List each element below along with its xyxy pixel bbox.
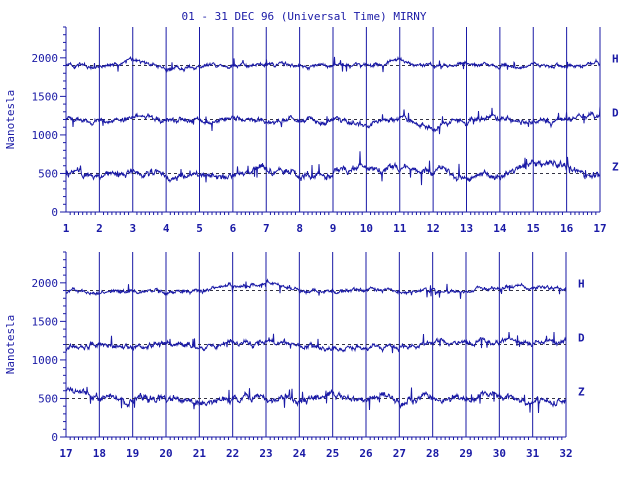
x-tick-label: 17 (593, 222, 606, 235)
x-tick-label: 27 (393, 447, 406, 460)
x-tick-label: 18 (93, 447, 106, 460)
x-tick-label: 5 (196, 222, 203, 235)
x-tick-label: 20 (159, 447, 172, 460)
x-tick-label: 8 (296, 222, 303, 235)
x-tick-label: 15 (527, 222, 540, 235)
x-tick-label: 7 (263, 222, 270, 235)
y-tick-label: 1000 (32, 129, 59, 142)
x-tick-label: 17 (59, 447, 72, 460)
x-tick-label: 30 (493, 447, 506, 460)
x-tick-label: 3 (129, 222, 136, 235)
x-tick-label: 6 (230, 222, 237, 235)
x-tick-label: 2 (96, 222, 103, 235)
x-tick-label: 25 (326, 447, 339, 460)
x-tick-label: 12 (427, 222, 440, 235)
y-tick-label: 0 (51, 431, 58, 444)
series-label-d: D (612, 107, 619, 120)
series-trace-d (65, 331, 567, 354)
x-tick-label: 21 (193, 447, 207, 460)
y-tick-label: 2000 (32, 277, 59, 290)
x-tick-label: 19 (126, 447, 139, 460)
series-trace-h (65, 55, 601, 73)
y-axis-label: Nanotesla (4, 90, 17, 150)
series-trace-z (65, 386, 567, 413)
x-tick-label: 16 (560, 222, 574, 235)
y-axis-label: Nanotesla (4, 315, 17, 375)
x-tick-label: 4 (163, 222, 170, 235)
chart-title: 01 - 31 DEC 96 (Universal Time) MIRNY (181, 10, 426, 23)
series-trace-z (65, 151, 601, 186)
series-label-z: Z (578, 385, 585, 398)
x-tick-label: 14 (493, 222, 507, 235)
x-tick-label: 22 (226, 447, 239, 460)
series-label-z: Z (612, 160, 619, 173)
series-label-h: H (612, 53, 619, 66)
y-tick-label: 500 (38, 167, 58, 180)
x-tick-label: 28 (426, 447, 439, 460)
x-tick-label: 26 (359, 447, 373, 460)
x-tick-label: 10 (360, 222, 373, 235)
x-tick-label: 23 (259, 447, 272, 460)
y-tick-label: 500 (38, 392, 58, 405)
x-tick-label: 1 (63, 222, 70, 235)
series-label-h: H (578, 278, 585, 291)
x-tick-label: 11 (393, 222, 407, 235)
x-tick-label: 9 (330, 222, 337, 235)
x-tick-label: 13 (460, 222, 473, 235)
x-tick-label: 31 (526, 447, 540, 460)
x-tick-label: 29 (459, 447, 472, 460)
y-tick-label: 1000 (32, 354, 59, 367)
series-trace-d (65, 106, 601, 135)
y-tick-label: 1500 (32, 315, 59, 328)
x-tick-label: 32 (559, 447, 572, 460)
x-tick-label: 24 (293, 447, 307, 460)
y-tick-label: 1500 (32, 90, 59, 103)
series-trace-h (65, 278, 567, 299)
y-tick-label: 0 (51, 206, 58, 219)
y-tick-label: 2000 (32, 52, 59, 65)
series-label-d: D (578, 332, 585, 345)
